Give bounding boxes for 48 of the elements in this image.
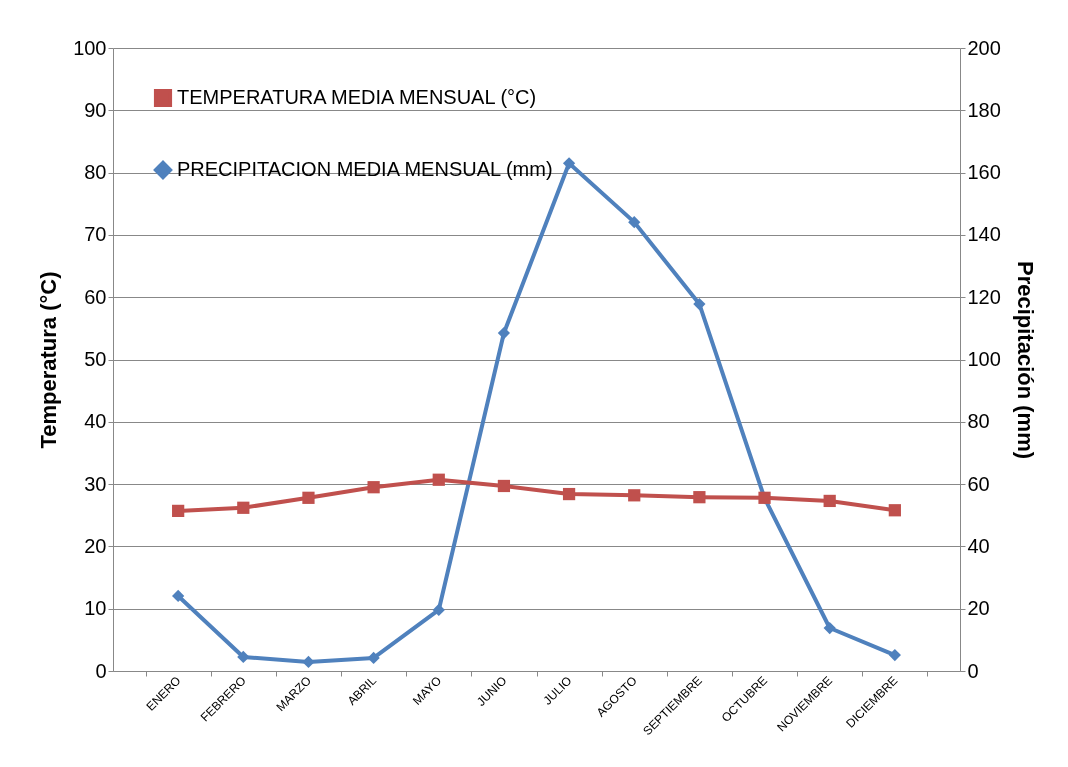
y-axis-title: Temperatura (°C) — [36, 271, 62, 449]
point — [888, 504, 901, 517]
point — [237, 650, 250, 664]
y2-tick-label: 200 — [967, 36, 1001, 59]
y2-tick-label: 160 — [967, 161, 1001, 184]
y-tick-label: 10 — [84, 597, 107, 620]
point — [367, 481, 380, 494]
point — [823, 621, 836, 635]
point — [628, 489, 641, 502]
point — [237, 501, 250, 514]
legend-label: PRECIPITACION MEDIA MENSUAL (mm) — [177, 158, 553, 180]
y-tick-label: 0 — [95, 659, 107, 682]
point — [367, 651, 380, 665]
point — [497, 479, 511, 493]
y-tick-label: 30 — [84, 472, 107, 495]
point — [823, 494, 836, 508]
point — [628, 216, 641, 229]
y-tick-label: 40 — [84, 410, 107, 433]
point — [172, 504, 185, 518]
point — [888, 648, 901, 662]
y-tick-label: 70 — [84, 223, 107, 246]
y-tick-label: 60 — [84, 285, 107, 308]
point — [562, 157, 576, 170]
point — [302, 655, 315, 669]
y2-tick-label: 40 — [967, 534, 990, 557]
point — [497, 326, 511, 340]
y-tick-label: 100 — [73, 36, 107, 59]
y2-tick-label: 20 — [967, 597, 990, 620]
y2-tick-label: 120 — [967, 285, 1001, 308]
y-tick-label: 20 — [84, 534, 107, 557]
y2-tick-label: 60 — [967, 472, 990, 495]
point — [562, 487, 576, 501]
point — [693, 491, 706, 504]
y2-axis-title: Precipitación (mm) — [1012, 260, 1038, 460]
y2-tick-label: 140 — [967, 223, 1001, 246]
point — [302, 491, 315, 504]
legend-label: TEMPERATURA MEDIA MENSUAL (°C) — [177, 86, 537, 108]
y-tick-label: 80 — [84, 161, 107, 184]
y2-tick-label: 180 — [967, 98, 1001, 121]
point — [432, 473, 445, 486]
point — [693, 297, 706, 311]
y2-tick-label: 100 — [967, 348, 1001, 370]
y2-tick-label: 0 — [967, 659, 979, 682]
y-tick-label: 90 — [84, 98, 107, 121]
y2-tick-label: 80 — [967, 410, 990, 433]
point — [172, 589, 185, 603]
point — [432, 603, 445, 617]
y-tick-label: 50 — [84, 348, 107, 370]
